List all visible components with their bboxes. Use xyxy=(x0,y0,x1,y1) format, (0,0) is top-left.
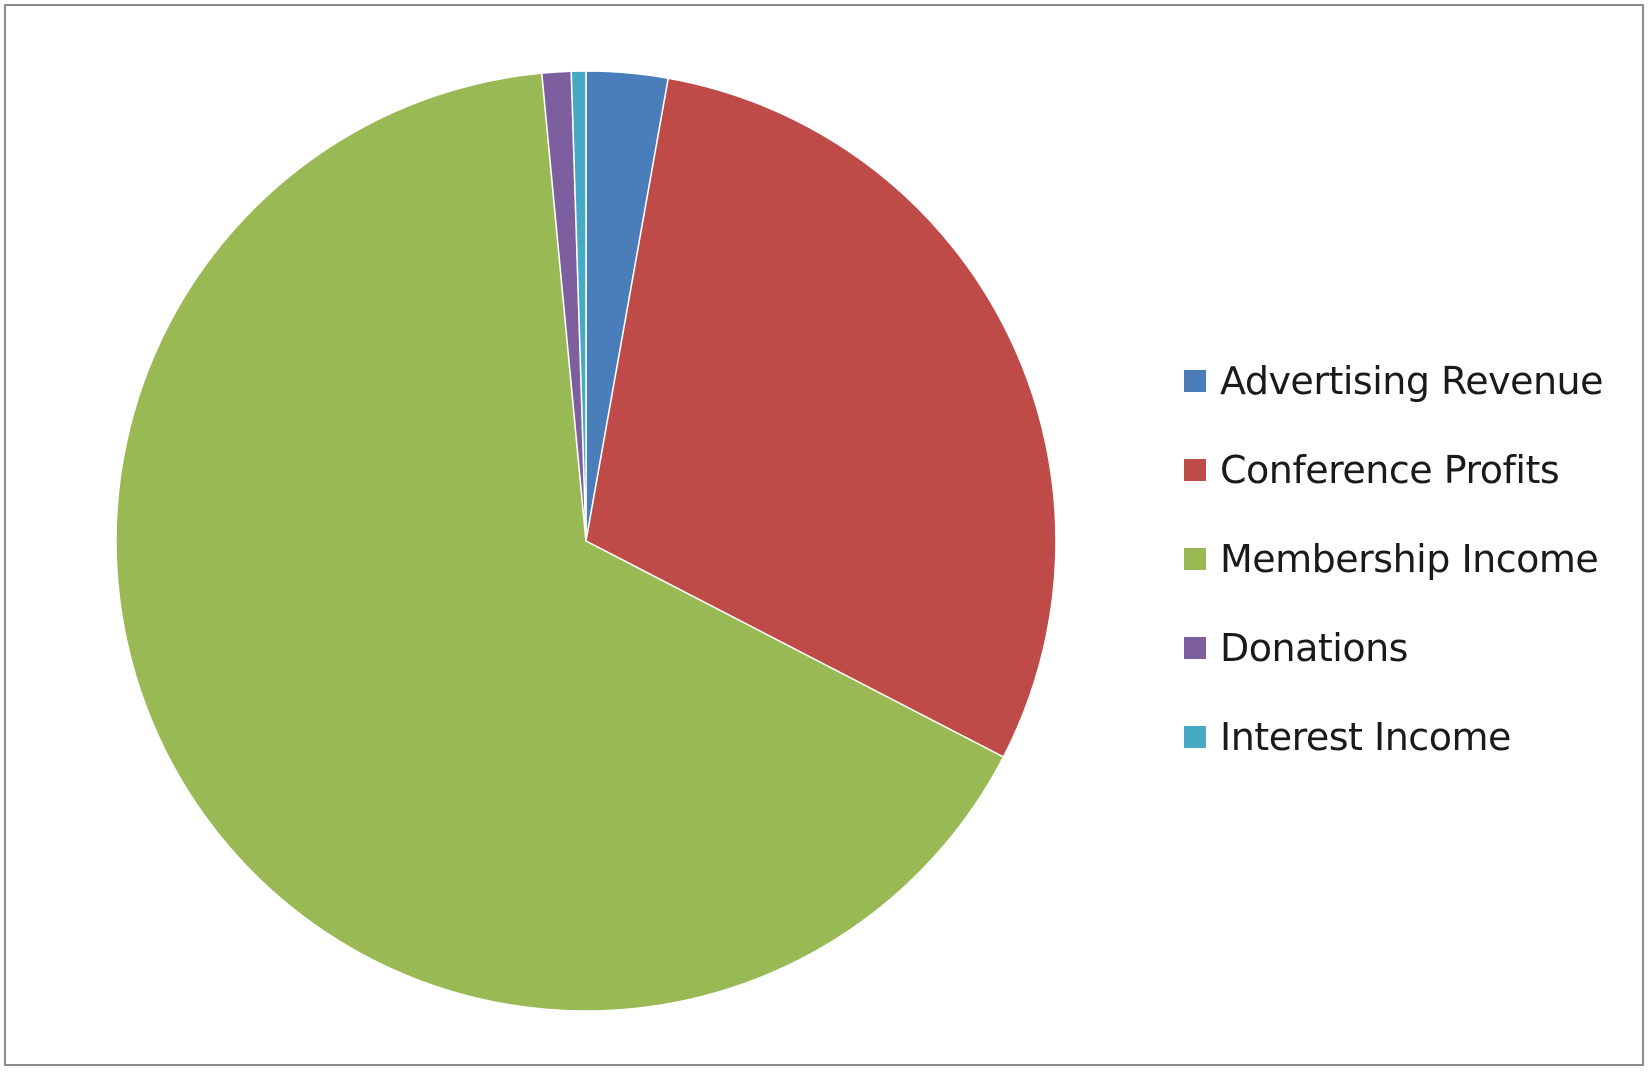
pie-slice-conference-profits xyxy=(585,77,1056,759)
legend-item: Interest Income xyxy=(1184,692,1624,781)
legend-swatch xyxy=(1184,547,1206,570)
legend-item: Donations xyxy=(1184,603,1624,692)
legend-label: Advertising Revenue xyxy=(1220,358,1604,403)
legend-label: Conference Profits xyxy=(1220,447,1560,492)
pie-chart xyxy=(115,70,1056,1012)
pie-slices xyxy=(115,70,1056,1012)
legend-label: Donations xyxy=(1220,625,1408,670)
legend-swatch xyxy=(1184,458,1206,481)
legend-swatch xyxy=(1184,636,1206,659)
legend-label: Interest Income xyxy=(1220,714,1511,759)
legend: Advertising Revenue Conference Profits Mem… xyxy=(1184,336,1624,781)
legend-item: Conference Profits xyxy=(1184,425,1624,514)
legend-item: Advertising Revenue xyxy=(1184,336,1624,425)
legend-swatch xyxy=(1184,369,1206,392)
chart-area: Advertising Revenue Conference Profits Mem… xyxy=(4,4,1644,1066)
legend-swatch xyxy=(1184,725,1206,748)
pie-slice-interest-income xyxy=(570,70,587,542)
pie-slice-membership-income xyxy=(115,72,1005,1012)
legend-item: Membership Income xyxy=(1184,514,1624,603)
legend-label: Membership Income xyxy=(1220,536,1599,581)
